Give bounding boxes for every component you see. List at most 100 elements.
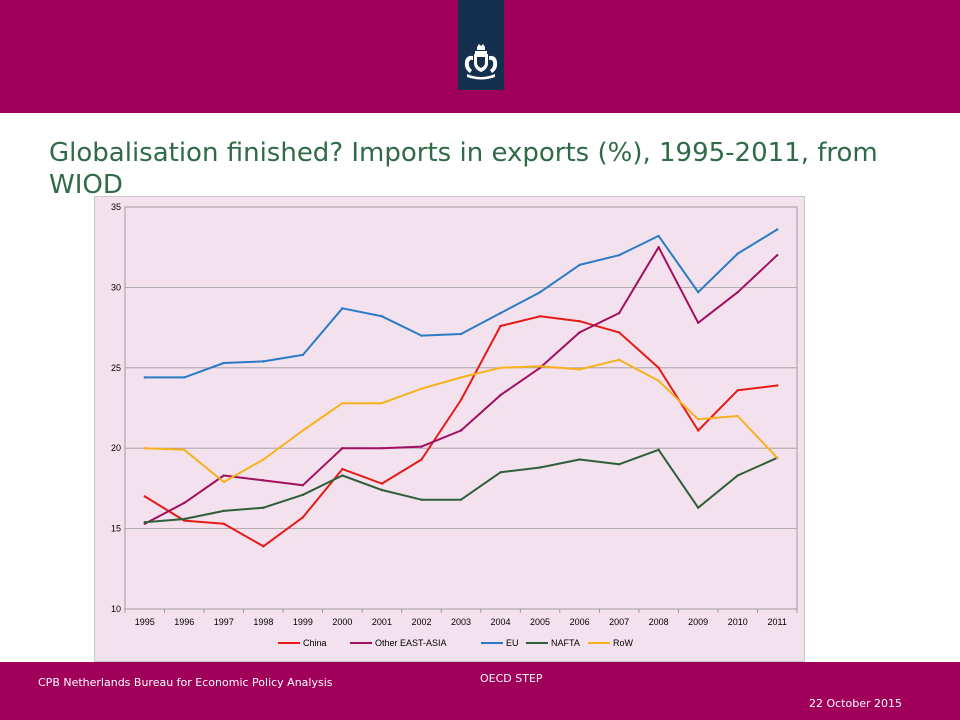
data-point-eu (420, 334, 423, 337)
data-point-eu (736, 252, 739, 255)
x-tick-label: 2003 (451, 617, 471, 627)
data-point-eu (538, 291, 542, 294)
data-point-nafta (183, 517, 186, 521)
data-point-row (736, 414, 739, 418)
data-point-nafta (499, 471, 502, 474)
data-point-china (617, 331, 621, 334)
data-point-row (578, 368, 581, 371)
data-point-other-east-asia (380, 447, 384, 450)
y-tick-label: 10 (111, 604, 121, 614)
data-point-eu (380, 315, 384, 318)
royal-coat-of-arms-icon (464, 44, 498, 80)
data-point-eu (617, 254, 621, 257)
data-point-china (301, 516, 305, 519)
data-point-china (262, 545, 265, 548)
x-tick-label: 1998 (253, 617, 273, 627)
x-tick-label: 2000 (332, 617, 352, 627)
data-point-other-east-asia (222, 474, 226, 477)
data-point-other-east-asia (341, 447, 344, 450)
emblem-band (458, 0, 504, 90)
data-point-other-east-asia (578, 331, 581, 334)
data-point-nafta (696, 506, 700, 509)
data-point-nafta (459, 498, 463, 501)
data-point-eu (578, 263, 581, 267)
data-point-other-east-asia (776, 254, 779, 257)
data-point-row (183, 448, 186, 452)
data-point-nafta (736, 474, 739, 477)
x-tick-label: 2004 (491, 617, 511, 627)
data-point-china (538, 315, 542, 318)
data-point-nafta (262, 506, 265, 509)
y-tick-label: 20 (111, 443, 121, 453)
data-point-row (420, 387, 423, 390)
data-point-row (380, 401, 384, 405)
data-point-other-east-asia (696, 321, 700, 324)
data-point-nafta (657, 448, 660, 452)
data-point-other-east-asia (183, 501, 186, 505)
data-point-china (499, 324, 502, 328)
data-point-row (341, 401, 344, 405)
data-point-other-east-asia (301, 483, 305, 487)
x-tick-label: 2009 (688, 617, 708, 627)
data-point-other-east-asia (459, 429, 463, 432)
data-point-row (617, 358, 621, 361)
y-tick-label: 15 (111, 524, 121, 534)
line-chart: 10 15 20 25 30 35 1995 1996 1997 1998 1999 2000 200… (111, 202, 798, 648)
data-point-eu (657, 234, 660, 238)
data-point-eu (183, 376, 186, 379)
data-point-other-east-asia (617, 311, 621, 315)
data-point-china (380, 482, 384, 485)
data-point-china (420, 458, 423, 461)
data-point-other-east-asia (499, 393, 502, 397)
data-point-china (143, 495, 146, 498)
x-tick-label: 1996 (174, 617, 194, 627)
data-point-china (578, 319, 581, 323)
data-point-china (657, 366, 660, 369)
data-point-other-east-asia (262, 479, 265, 482)
data-point-china (776, 384, 779, 387)
y-tick-label: 35 (111, 202, 121, 212)
plot-area (124, 206, 798, 610)
x-tick-label: 2007 (609, 617, 629, 627)
x-tick-label: 1995 (135, 617, 155, 627)
footer-bar: CPB Netherlands Bureau for Economic Poli… (0, 662, 960, 720)
data-point-other-east-asia (420, 445, 423, 448)
data-point-eu (301, 353, 305, 357)
y-tick-label: 30 (111, 282, 121, 292)
data-point-eu (776, 228, 779, 231)
footer-event: OECD STEP (480, 672, 543, 685)
data-point-nafta (143, 520, 146, 524)
legend-label: China (303, 638, 327, 648)
data-point-eu (143, 376, 146, 379)
x-tick-label: 2001 (372, 617, 392, 627)
data-point-row (538, 364, 542, 368)
x-tick-label: 2011 (768, 617, 787, 627)
data-point-row (262, 458, 265, 461)
data-point-other-east-asia (736, 291, 739, 294)
data-point-nafta (222, 509, 226, 513)
footer-organisation: CPB Netherlands Bureau for Economic Poli… (38, 676, 333, 689)
data-point-eu (499, 311, 502, 315)
data-point-china (341, 467, 344, 471)
data-point-eu (222, 361, 226, 365)
data-point-nafta (578, 458, 581, 461)
data-point-eu (341, 307, 344, 310)
legend-label: EU (506, 638, 519, 648)
data-point-china (222, 522, 226, 525)
x-tick-label: 2008 (649, 617, 669, 627)
legend-label: NAFTA (551, 638, 580, 648)
data-point-row (776, 456, 779, 460)
data-point-row (657, 379, 660, 382)
data-point-row (301, 429, 305, 432)
data-point-row (696, 418, 700, 421)
data-point-nafta (301, 493, 305, 497)
data-point-row (143, 447, 146, 450)
data-point-row (499, 366, 502, 369)
data-point-other-east-asia (657, 246, 660, 249)
legend-label: RoW (613, 638, 634, 648)
y-tick-label: 25 (111, 363, 121, 373)
data-point-eu (262, 360, 265, 363)
chart-area: 10 15 20 25 30 35 1995 1996 1997 1998 1999 2000 200… (94, 196, 805, 662)
slide-title: Globalisation finished? Imports in expor… (49, 138, 878, 200)
data-point-china (459, 398, 463, 402)
